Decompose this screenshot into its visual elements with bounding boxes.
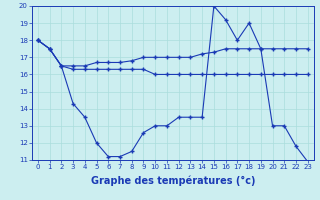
X-axis label: Graphe des températures (°c): Graphe des températures (°c)	[91, 176, 255, 186]
